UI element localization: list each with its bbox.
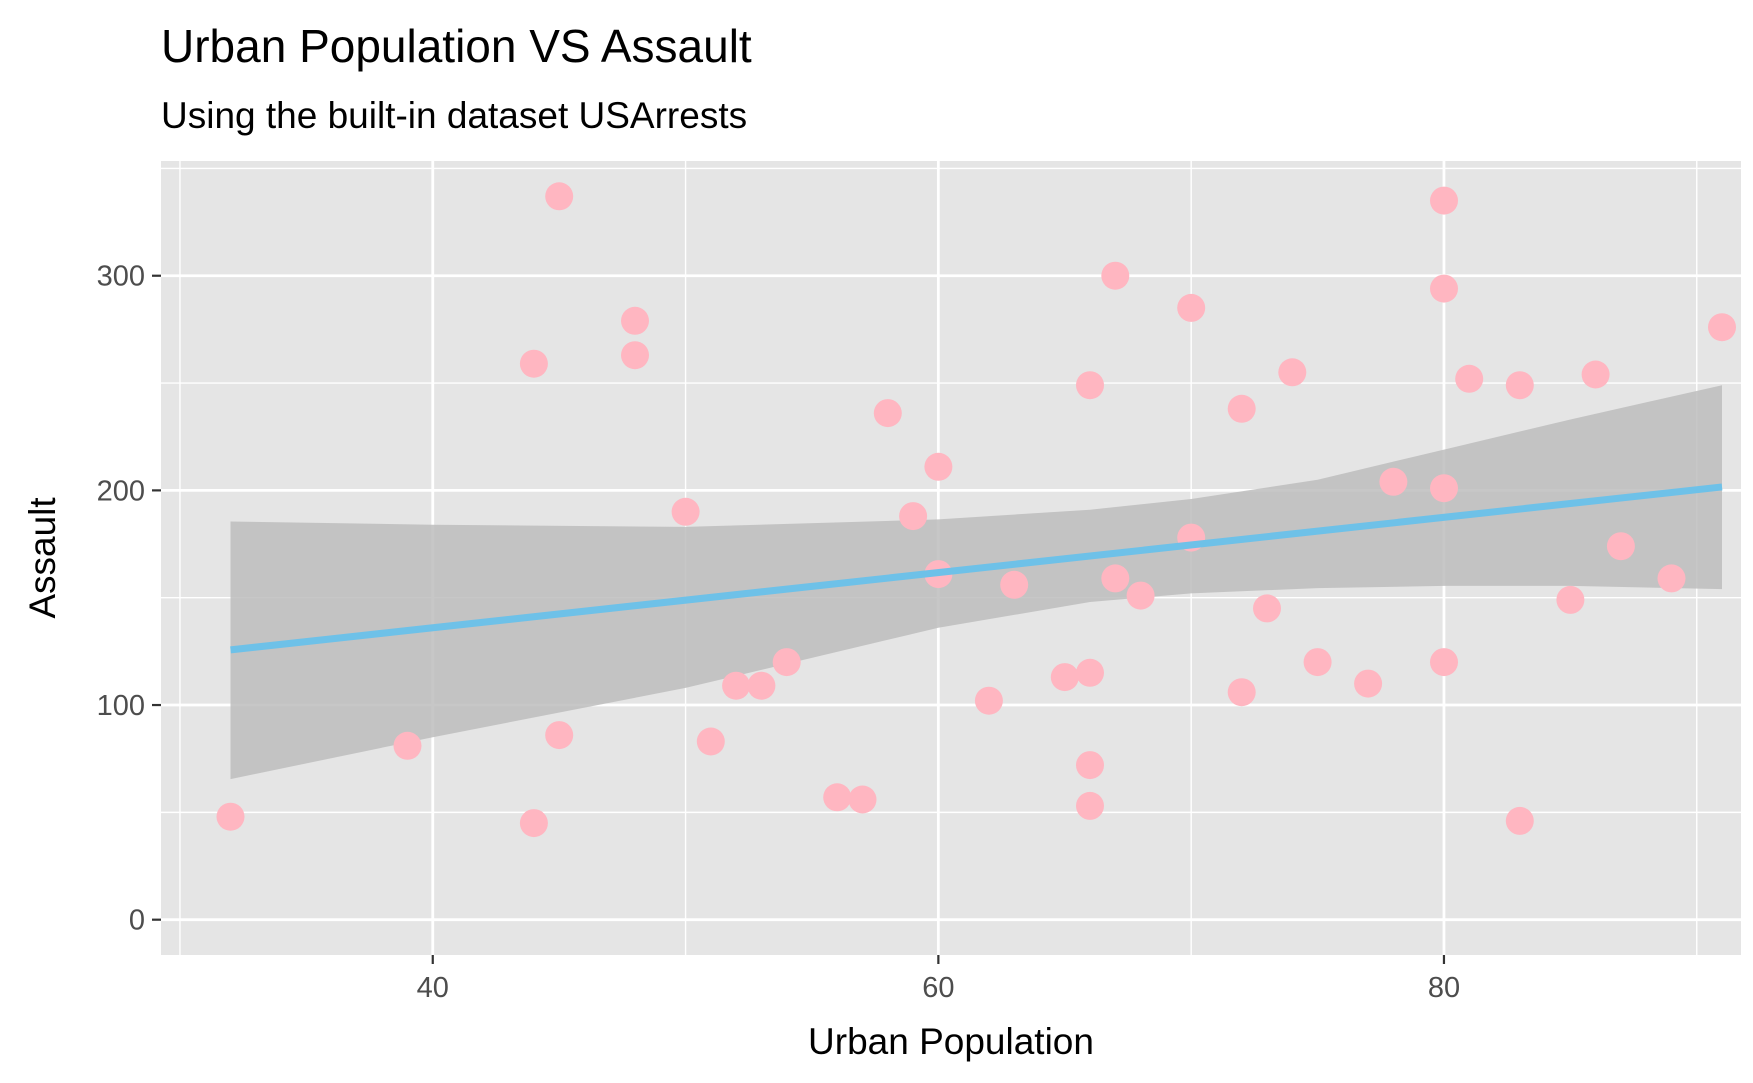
data-point (1606, 532, 1635, 561)
data-point (696, 727, 725, 756)
data-point (1278, 358, 1307, 387)
y-tick-label: 100 (97, 690, 145, 722)
data-point (1076, 658, 1104, 687)
data-point (1379, 467, 1408, 496)
confidence-band (230, 385, 1722, 780)
data-point (1303, 648, 1332, 677)
data-point (1455, 364, 1484, 393)
y-tick-label: 300 (97, 261, 145, 293)
data-point (899, 502, 928, 531)
x-tick-label: 40 (417, 972, 449, 1004)
data-point (1000, 570, 1029, 599)
data-point (1050, 663, 1079, 692)
data-point (1657, 564, 1686, 593)
data-point (621, 341, 649, 370)
data-point (519, 349, 548, 378)
data-point (1430, 274, 1458, 303)
chart-subtitle: Using the built-in dataset USArrests (161, 95, 747, 136)
data-point (823, 783, 852, 812)
data-point (1556, 585, 1585, 614)
data-point (924, 452, 953, 481)
data-point (747, 671, 776, 700)
data-point (1227, 394, 1256, 423)
data-point (671, 497, 700, 526)
data-point (772, 648, 801, 677)
y-tick-label: 0 (129, 905, 145, 937)
x-axis-title: Urban Population (808, 1021, 1094, 1062)
data-point (1505, 371, 1534, 400)
data-point (1354, 669, 1383, 698)
data-point (1430, 648, 1458, 677)
data-point (1076, 371, 1104, 400)
data-point (1253, 594, 1281, 623)
data-point (873, 399, 902, 428)
data-point (1581, 360, 1610, 389)
data-point (1227, 678, 1256, 707)
data-point (1430, 474, 1458, 503)
data-point (848, 785, 877, 814)
y-tick-label: 200 (97, 475, 145, 507)
data-point (393, 731, 422, 760)
data-point (974, 686, 1003, 715)
data-point (1430, 186, 1458, 215)
data-point (1101, 564, 1130, 593)
axes: 40 60 80 0 100 200 300 (97, 261, 1460, 1004)
x-tick-label: 60 (922, 972, 954, 1004)
data-point (722, 671, 751, 700)
y-axis-title: Assault (22, 497, 63, 619)
data-point (545, 182, 574, 211)
regression-line (230, 483, 1723, 654)
data-point (1126, 581, 1155, 610)
data-point (1101, 261, 1130, 290)
data-point (1076, 751, 1104, 780)
data-point (545, 721, 574, 750)
data-point (1177, 293, 1206, 322)
data-point (1076, 791, 1104, 820)
data-point (216, 802, 245, 831)
x-tick-label: 80 (1428, 972, 1460, 1004)
data-point (1505, 806, 1534, 835)
data-point (1708, 313, 1736, 342)
data-point (621, 306, 649, 335)
data-point (519, 809, 548, 838)
chart-title: Urban Population VS Assault (161, 20, 752, 72)
